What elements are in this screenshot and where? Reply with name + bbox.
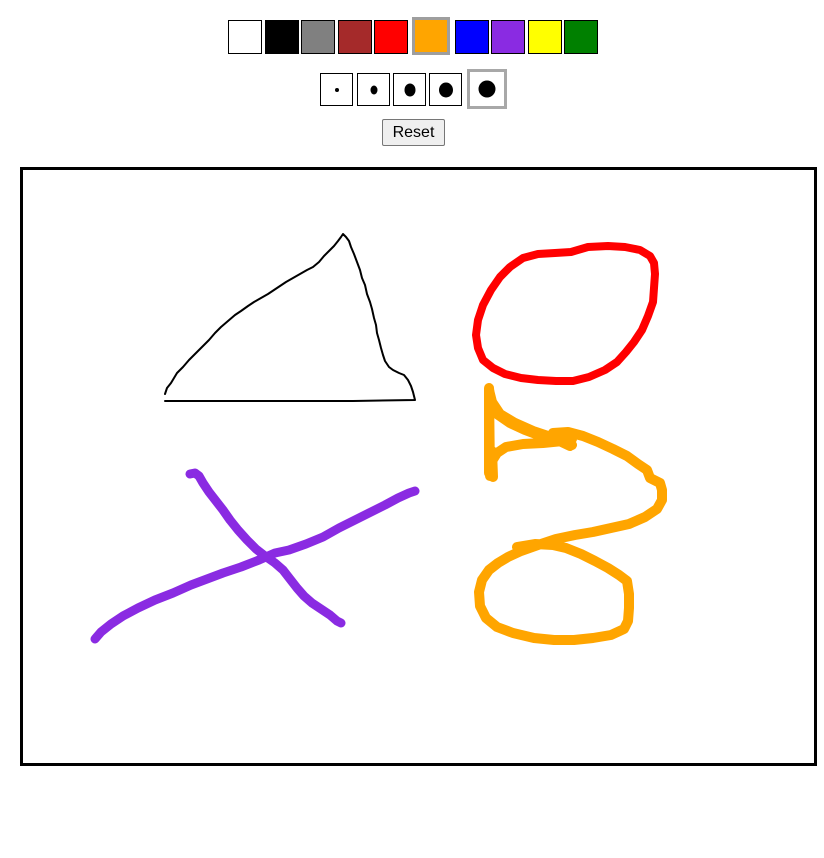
brush-size-4-dot-icon: [438, 82, 453, 97]
brush-size-2-dot-icon: [370, 85, 377, 94]
color-swatch-purple[interactable]: [491, 20, 525, 54]
purple-cross-stroke-1: [185, 468, 346, 628]
brush-size-2[interactable]: [357, 73, 390, 106]
color-swatch-black[interactable]: [265, 20, 299, 54]
brush-size-3[interactable]: [393, 73, 426, 106]
orange-figure-eight-stroke-main: [474, 383, 667, 645]
drawing-canvas[interactable]: [20, 167, 817, 766]
purple-cross-stroke-2: [90, 486, 420, 644]
brush-size-1-dot-icon: [334, 87, 339, 92]
color-swatch-red[interactable]: [374, 20, 408, 54]
color-swatch-white[interactable]: [228, 20, 262, 54]
brush-size-5-dot-icon: [478, 80, 496, 98]
color-swatch-blue[interactable]: [455, 20, 489, 54]
black-triangle-stroke: [164, 233, 416, 402]
drawing-surface: [90, 233, 667, 645]
color-swatch-green[interactable]: [564, 20, 598, 54]
reset-button[interactable]: Reset: [382, 119, 445, 146]
color-swatch-brown[interactable]: [338, 20, 372, 54]
brush-size-1[interactable]: [320, 73, 353, 106]
color-swatch-orange[interactable]: [412, 17, 450, 55]
color-swatch-yellow[interactable]: [528, 20, 562, 54]
brush-size-3-dot-icon: [404, 83, 415, 96]
brush-size-5[interactable]: [467, 69, 507, 109]
color-swatch-gray[interactable]: [301, 20, 335, 54]
red-circle-stroke: [472, 242, 659, 385]
brush-size-4[interactable]: [429, 73, 462, 106]
